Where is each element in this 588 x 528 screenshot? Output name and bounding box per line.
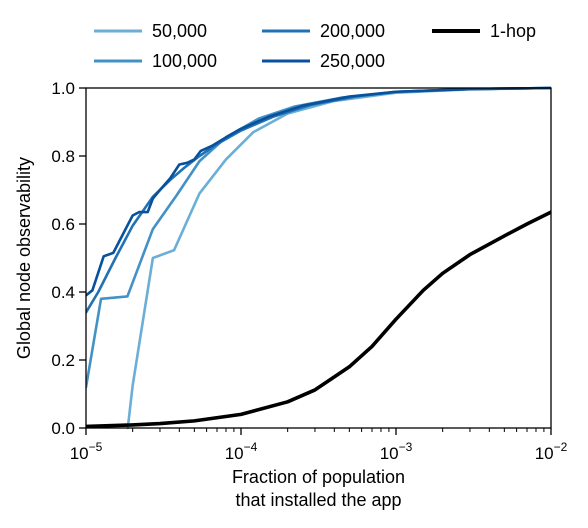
y-tick-label: 0.0 — [51, 419, 75, 438]
plot-frame — [85, 87, 552, 429]
x-tick-label: 10−3 — [380, 440, 413, 463]
legend: 50,000 100,000 200,000 250,000 1-hop — [94, 21, 536, 71]
legend-label: 250,000 — [320, 51, 385, 71]
y-axis-label: Global node observability — [14, 157, 34, 359]
y-tick-label: 0.4 — [51, 283, 75, 302]
legend-label: 1-hop — [490, 21, 536, 41]
series-line-100000 — [86, 86, 551, 389]
y-tick-label: 1.0 — [51, 79, 75, 98]
x-axis-label-line-2: that installed the app — [235, 490, 401, 510]
x-axis-label-line-1: Fraction of population — [232, 467, 405, 487]
series-line-200000 — [86, 86, 551, 314]
legend-label: 50,000 — [152, 21, 207, 41]
series-line-1-hop — [86, 210, 551, 429]
x-tick-label: 10−5 — [70, 440, 103, 463]
series-line-250000 — [86, 86, 551, 297]
y-tick-label: 0.6 — [51, 215, 75, 234]
series-line-50000 — [126, 86, 551, 430]
legend-label: 100,000 — [152, 51, 217, 71]
x-tick-label: 10−2 — [535, 440, 568, 463]
plot-lines — [86, 86, 551, 430]
y-tick-label: 0.2 — [51, 351, 75, 370]
legend-label: 200,000 — [320, 21, 385, 41]
y-tick-label: 0.8 — [51, 147, 75, 166]
y-axis: 0.0 0.2 0.4 0.6 0.8 1.0 — [51, 79, 86, 438]
x-tick-label: 10−4 — [225, 440, 258, 463]
x-axis: 10−5 10−4 10−3 10−2 — [70, 428, 568, 463]
